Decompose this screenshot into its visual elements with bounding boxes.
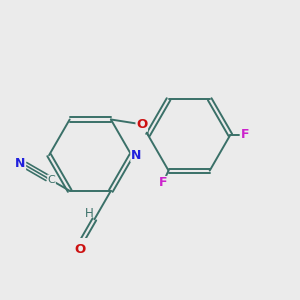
Text: H: H bbox=[85, 207, 94, 220]
Text: N: N bbox=[15, 157, 26, 169]
Text: N: N bbox=[131, 148, 141, 162]
Text: C: C bbox=[48, 175, 56, 185]
Text: O: O bbox=[74, 244, 86, 256]
Text: F: F bbox=[241, 128, 249, 141]
Text: O: O bbox=[136, 118, 147, 131]
Text: F: F bbox=[159, 176, 168, 190]
